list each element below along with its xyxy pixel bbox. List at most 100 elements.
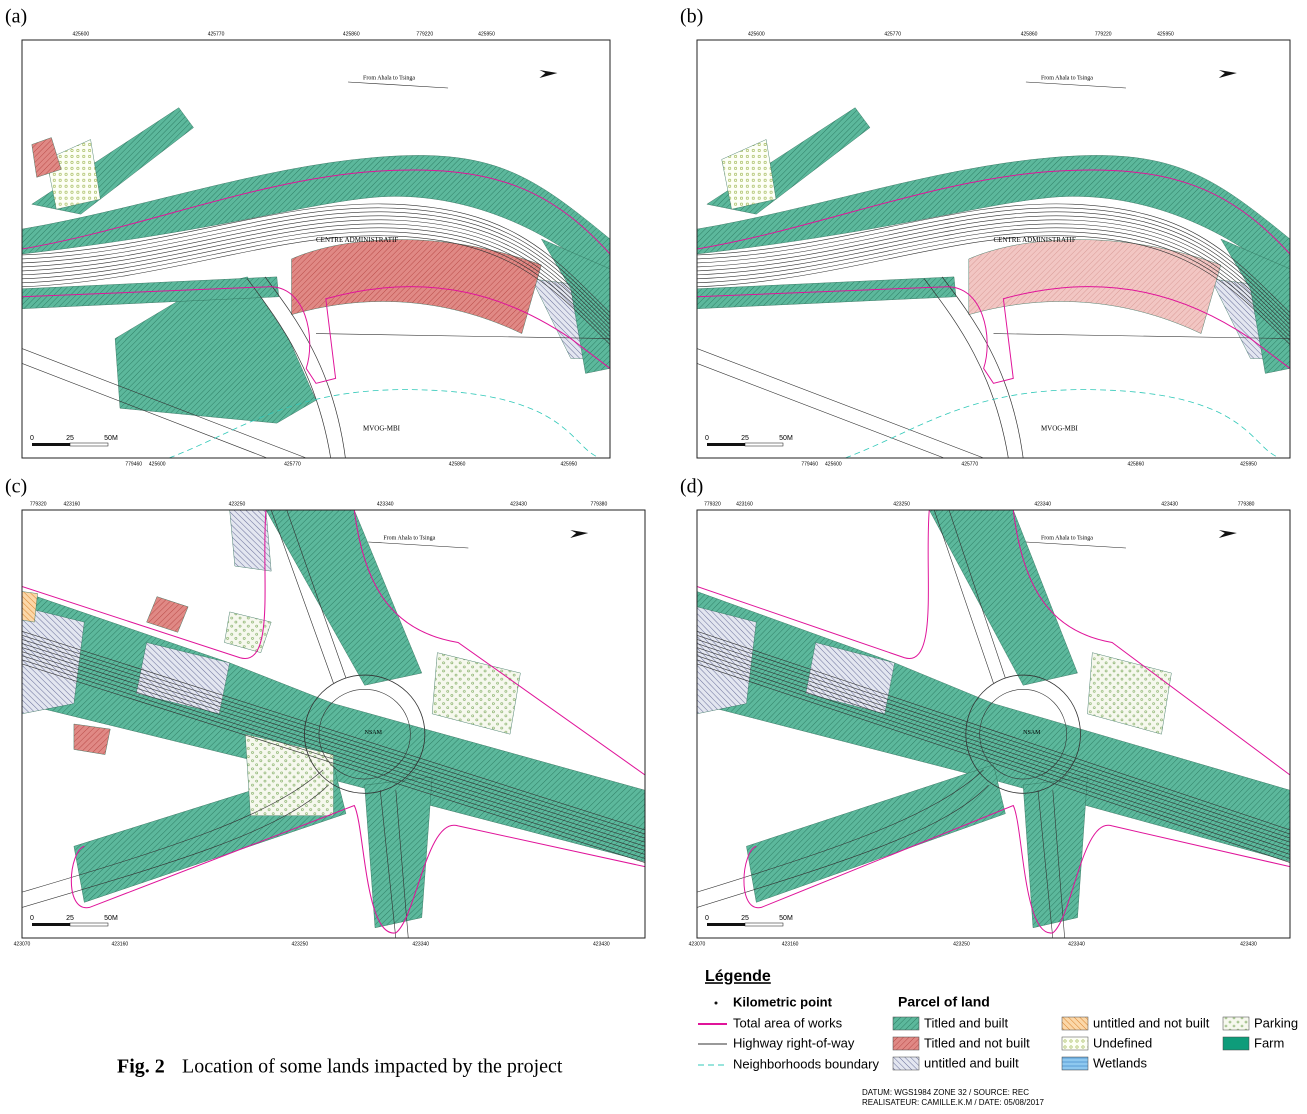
coord-label: 423250 [292, 941, 309, 947]
coord-label: 423160 [63, 501, 80, 507]
legend-swatch [1062, 1057, 1088, 1070]
scale-label: M [787, 915, 793, 922]
coord-label: 423160 [111, 941, 128, 947]
coord-label: 423340 [1034, 501, 1051, 507]
coord-label: 425950 [560, 461, 577, 467]
coord-label: 425860 [449, 461, 466, 467]
coord-label: 425600 [748, 31, 765, 37]
map-content [22, 40, 610, 458]
coord-label: 423430 [593, 941, 610, 947]
parcel [365, 777, 432, 928]
panel-label: (d) [680, 476, 703, 498]
scale-label: 50 [779, 435, 787, 442]
legend-swatch [1223, 1017, 1249, 1030]
scale-label: 0 [30, 915, 34, 922]
parcel [1023, 777, 1087, 928]
coord-label: 423070 [689, 941, 706, 947]
legend-swatch [893, 1037, 919, 1050]
legend-swatch [1062, 1017, 1088, 1030]
coord-label: 423430 [1240, 941, 1257, 947]
legend-label: Kilometric point [733, 994, 833, 1009]
coord-label: 423070 [14, 941, 31, 947]
place-label: NSAM [365, 730, 383, 736]
map-panel: 779320 423160 423250 423340 423430 779380 4230… [14, 501, 645, 947]
coord-label: 423160 [782, 941, 799, 947]
direction-label: From Ahala to Tsinga [1041, 535, 1093, 541]
coord-label: 779460 [125, 461, 142, 467]
coord-label: 425770 [208, 31, 225, 37]
coord-label: 423160 [736, 501, 753, 507]
scale-label: 0 [30, 435, 34, 442]
scale-label: M [112, 915, 118, 922]
coord-label: 425600 [825, 461, 842, 467]
scale-label: 25 [66, 435, 74, 442]
legend-label: Parking [1254, 1015, 1298, 1030]
coord-label: 425860 [1127, 461, 1144, 467]
coord-label: 779460 [801, 461, 818, 467]
scale-bar [70, 923, 108, 926]
credit-line: DATUM: WGS1984 ZONE 32 / SOURCE: REC [862, 1088, 1029, 1097]
legend-swatch [1062, 1037, 1088, 1050]
coord-label: 779380 [591, 501, 608, 507]
place-label: CENTRE ADMINISTRATIF [316, 236, 398, 244]
place-label: MVOG-MBI [1041, 424, 1079, 432]
place-label: NSAM [1023, 730, 1041, 736]
scale-label: 25 [741, 915, 749, 922]
coord-label: 423250 [229, 501, 246, 507]
legend-label: Titled and not built [924, 1035, 1030, 1050]
legend-swatch [1223, 1037, 1249, 1050]
scale-label: 50 [104, 435, 112, 442]
scale-bar [707, 443, 745, 446]
coord-label: 779380 [1238, 501, 1255, 507]
legend-label: Total area of works [733, 1015, 843, 1030]
legend-label: Neighborhoods boundary [733, 1056, 879, 1071]
map-content [22, 510, 645, 938]
scale-label: 0 [705, 435, 709, 442]
coord-label: 423340 [377, 501, 394, 507]
credit-line: REALISATEUR: CAMILLE.K.M / DATE: 05/08/2… [862, 1098, 1045, 1107]
panel-label: (a) [5, 6, 27, 28]
coord-label: 425600 [149, 461, 166, 467]
place-label: MVOG-MBI [363, 424, 401, 432]
coord-label: 425950 [1240, 461, 1257, 467]
coord-label: 425770 [884, 31, 901, 37]
coord-label: 423250 [893, 501, 910, 507]
coord-label: 425600 [72, 31, 89, 37]
legend-label: Titled and built [924, 1015, 1008, 1030]
coord-label: 779320 [30, 501, 47, 507]
legend-swatch [893, 1057, 919, 1070]
scale-label: 25 [741, 435, 749, 442]
coord-label: 425950 [478, 31, 495, 37]
caption-label: Fig. 2 [117, 1056, 165, 1078]
map-content [697, 510, 1290, 938]
scale-label: 50 [104, 915, 112, 922]
legend-label: Wetlands [1093, 1055, 1147, 1070]
panel-label: (b) [680, 6, 703, 28]
scale-label: M [787, 435, 793, 442]
legend-label: Farm [1254, 1035, 1284, 1050]
panel-label: (c) [5, 476, 27, 498]
scale-bar [707, 923, 745, 926]
coord-label: 779220 [1095, 31, 1112, 37]
legend-subtitle: Parcel of land [898, 994, 990, 1010]
place-label: CENTRE ADMINISTRATIF [994, 236, 1076, 244]
coord-label: 423430 [510, 501, 527, 507]
legend-symbol [715, 1002, 718, 1005]
legend-swatch [893, 1017, 919, 1030]
legend-title: Légende [705, 968, 771, 985]
coord-label: 425860 [343, 31, 360, 37]
caption-text: Location of some lands impacted by the p… [182, 1056, 563, 1078]
scale-label: 50 [779, 915, 787, 922]
coord-label: 423430 [1161, 501, 1178, 507]
coord-label: 423340 [1068, 941, 1085, 947]
figure: (a) 425600 425770 425860 779220 425950 779460 4… [0, 0, 1307, 1114]
map-content [697, 40, 1290, 458]
coord-label: 423250 [953, 941, 970, 947]
scale-label: 0 [705, 915, 709, 922]
scale-bar [32, 443, 70, 446]
scale-bar [70, 443, 108, 446]
coord-label: 425770 [961, 461, 978, 467]
direction-label: From Ahala to Tsinga [363, 75, 415, 81]
coord-label: 425770 [284, 461, 301, 467]
